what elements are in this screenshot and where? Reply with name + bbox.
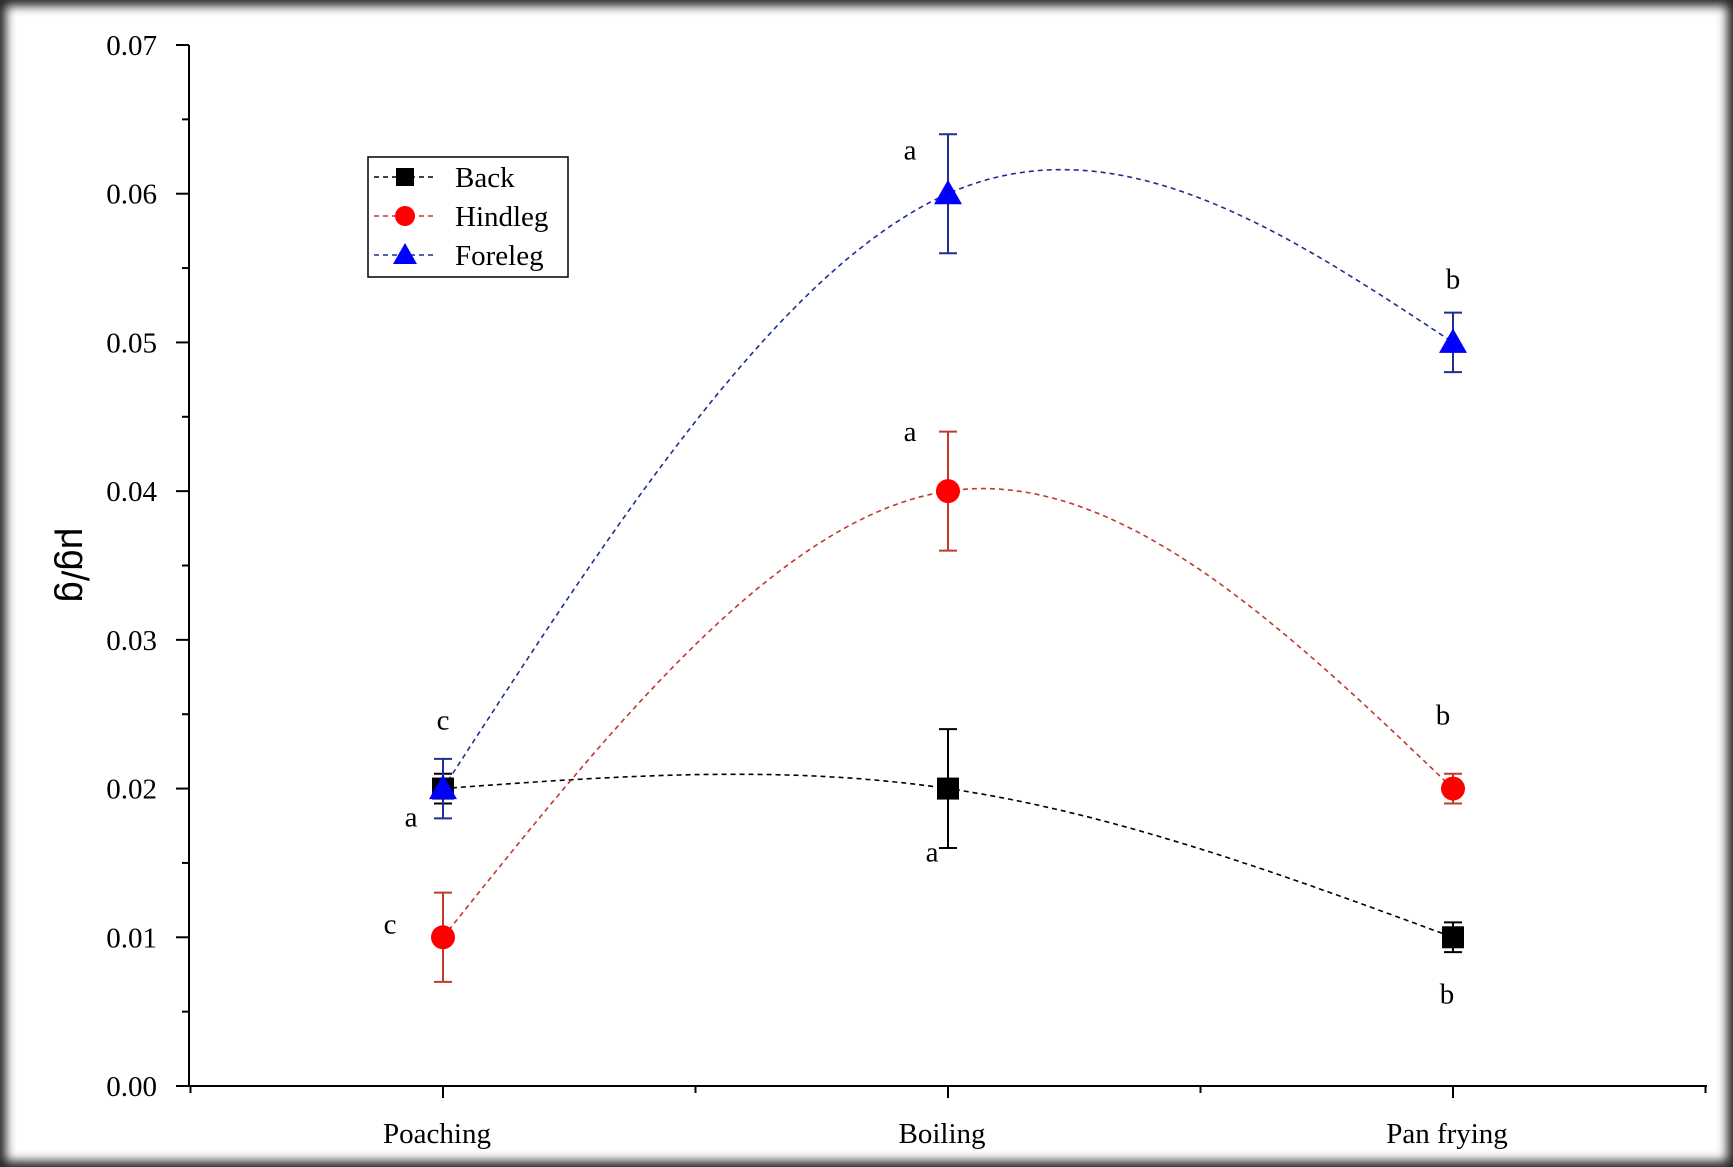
x-tick-label: Poaching	[383, 1118, 491, 1150]
significance-letter: b	[1446, 263, 1461, 295]
legend-marker-hindleg	[395, 206, 415, 226]
y-tick-label: 0.06	[106, 179, 157, 211]
data-point-hindleg	[1441, 776, 1465, 801]
x-tick-label: Pan frying	[1386, 1118, 1508, 1150]
significance-letter: c	[384, 908, 397, 940]
legend-marker-back	[396, 168, 414, 186]
significance-letter: a	[926, 837, 939, 869]
y-tick-label: 0.07	[106, 30, 157, 62]
data-point-foreleg	[934, 179, 962, 205]
data-point-hindleg	[936, 479, 960, 504]
x-tick-label: Boiling	[898, 1118, 985, 1150]
y-tick-label: 0.01	[106, 922, 157, 954]
y-tick-label: 0.04	[106, 476, 157, 508]
series-line-hindleg	[442, 487, 1454, 938]
legend: Back Hindleg Foreleg	[367, 156, 569, 278]
significance-letter: a	[904, 135, 917, 167]
data-point-back	[937, 777, 959, 800]
significance-letters: a a b c a b c a b	[384, 135, 1461, 1011]
data-markers	[429, 179, 1467, 950]
data-point-hindleg	[431, 925, 455, 950]
y-tick-label: 0.05	[106, 327, 157, 359]
y-axis-label: μg/g	[53, 528, 95, 603]
legend-marker-foreleg	[393, 243, 417, 264]
significance-letter: b	[1436, 700, 1451, 732]
significance-letter: b	[1440, 978, 1455, 1010]
y-tick-label: 0.02	[106, 774, 157, 806]
data-point-foreleg	[1439, 328, 1467, 353]
legend-label-back: Back	[455, 162, 515, 194]
significance-letter: a	[904, 416, 917, 448]
data-point-foreleg	[429, 774, 457, 800]
y-tick-label: 0.03	[106, 625, 157, 657]
legend-label-foreleg: Foreleg	[455, 240, 544, 272]
legend-label-hindleg: Hindleg	[455, 201, 548, 233]
significance-letter: a	[405, 802, 418, 834]
error-bars	[434, 133, 1462, 983]
data-point-back	[1442, 926, 1464, 949]
significance-letter: c	[437, 705, 450, 737]
axes: 0.00 0.01 0.02 0.03 0.04 0.05 0.06 0.07 Poaching…	[53, 30, 1707, 1150]
y-tick-label: 0.00	[106, 1071, 157, 1103]
series-line-foreleg	[442, 168, 1454, 790]
